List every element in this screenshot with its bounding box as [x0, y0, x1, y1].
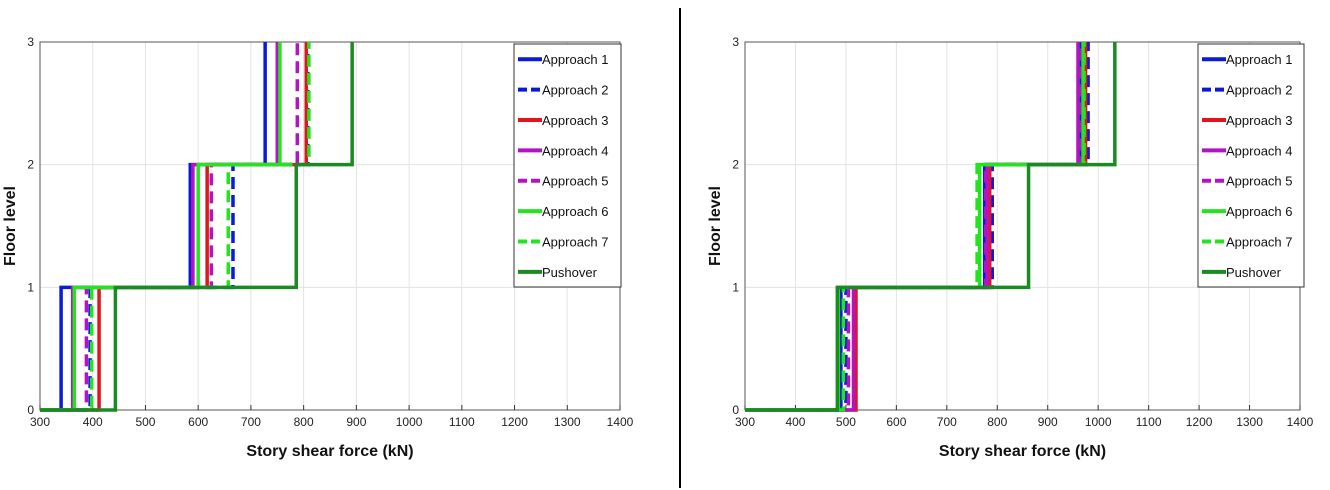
y-tick-label: 2	[27, 158, 34, 172]
legend-label: Approach 7	[542, 234, 609, 249]
series-line-pushover	[40, 42, 354, 412]
legend-label: Approach 3	[542, 113, 609, 128]
x-tick-label: 1100	[449, 415, 475, 429]
legend-box	[1197, 43, 1305, 288]
x-tick-label: 800	[294, 415, 314, 429]
legend-label: Approach 4	[542, 143, 609, 158]
legend-label: Approach 1	[542, 52, 609, 67]
legend-label: Approach 5	[1226, 174, 1293, 189]
legend-label: Approach 5	[542, 174, 609, 189]
x-tick-label: 600	[188, 415, 208, 429]
x-tick-label: 600	[886, 415, 906, 429]
y-tick-label: 0	[732, 403, 739, 417]
x-axis-label: Story shear force (kN)	[246, 443, 413, 460]
x-tick-label: 1400	[1287, 415, 1314, 429]
x-tick-label: 1200	[1186, 415, 1213, 429]
legend: Approach 1 Approach 2 Approach 3 Approach 4…	[1197, 43, 1305, 288]
legend-box	[513, 43, 622, 288]
x-tick-label: 500	[135, 415, 155, 429]
x-tick-label: 700	[937, 415, 957, 429]
x-tick-label: 1300	[1236, 415, 1263, 429]
series-group	[40, 42, 354, 412]
x-tick-label: 1000	[1085, 415, 1112, 429]
x-tick-label: 400	[83, 415, 103, 429]
x-axis-label: Story shear force (kN)	[939, 443, 1106, 460]
legend: Approach 1 Approach 2 Approach 3 Approach 4…	[513, 43, 622, 288]
legend-label: Approach 4	[1226, 143, 1293, 158]
legend-label: Approach 1	[1226, 52, 1293, 67]
x-tick-label: 1200	[501, 415, 528, 429]
x-tick-label: 400	[785, 415, 805, 429]
x-tick-label: 900	[346, 415, 366, 429]
x-tick-label: 1100	[1136, 415, 1162, 429]
y-tick-label: 1	[27, 280, 34, 294]
series-line-pushover	[745, 42, 1117, 412]
y-axis-label: Floor level	[707, 186, 724, 266]
series-group	[745, 42, 1117, 412]
y-tick-label: 0	[27, 403, 34, 417]
y-axis-label: Floor level	[2, 186, 19, 266]
x-tick-label: 1300	[554, 415, 581, 429]
chart-left: 300 400 500 600 700 800 900 1000 1100 1200 1300 140…	[2, 35, 634, 460]
legend-label: Approach 2	[542, 83, 609, 98]
legend-label: Pushover	[1226, 265, 1282, 280]
legend-label: Approach 7	[1226, 234, 1293, 249]
x-tick-label: 500	[836, 415, 856, 429]
legend-label: Approach 3	[1226, 113, 1293, 128]
y-tick-label: 2	[732, 158, 739, 172]
y-tick-label: 1	[732, 280, 739, 294]
legend-label: Approach 6	[542, 204, 609, 219]
x-tick-label: 300	[735, 415, 755, 429]
x-tick-label: 900	[1038, 415, 1058, 429]
x-tick-label: 800	[987, 415, 1007, 429]
y-tick-label: 3	[732, 35, 739, 49]
legend-label: Approach 2	[1226, 83, 1293, 98]
x-tick-label: 300	[30, 415, 50, 429]
chart-right: 300 400 500 600 700 800 900 1000 1100 1200 1300 140…	[707, 35, 1314, 460]
y-tick-label: 3	[27, 35, 34, 49]
legend-label: Approach 6	[1226, 204, 1293, 219]
x-tick-label: 1400	[607, 415, 634, 429]
legend-label: Pushover	[542, 265, 598, 280]
x-tick-label: 1000	[396, 415, 423, 429]
x-tick-label: 700	[241, 415, 261, 429]
